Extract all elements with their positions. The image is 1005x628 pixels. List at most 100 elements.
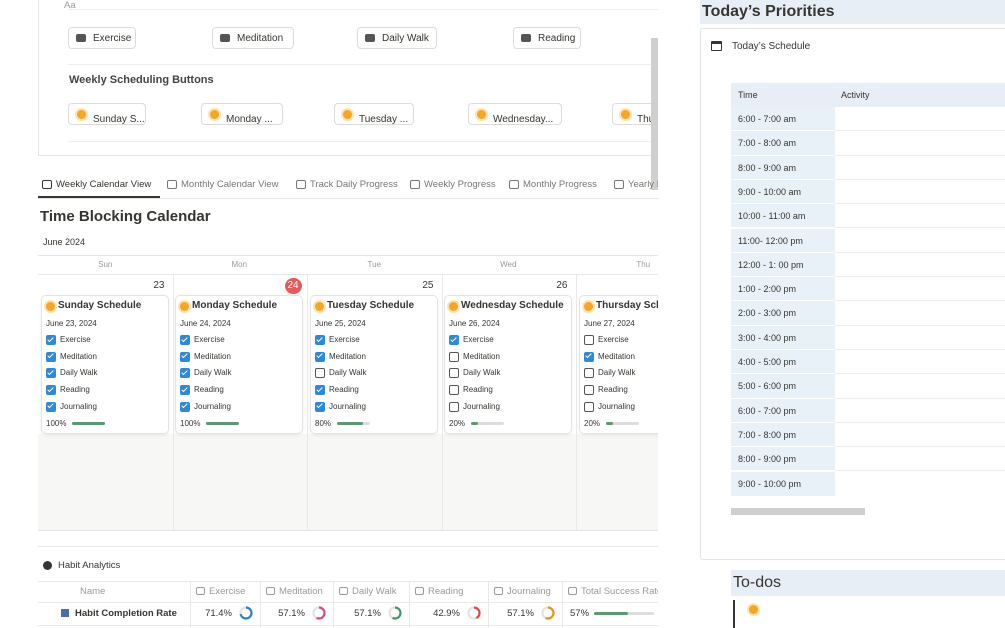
weekday: Thu <box>636 260 651 269</box>
checkbox[interactable] <box>315 351 325 362</box>
checkbox[interactable] <box>449 335 459 345</box>
checkbox[interactable] <box>584 335 594 345</box>
ring-svg <box>467 606 481 620</box>
schedule-button[interactable]: Tuesday ... <box>334 103 414 125</box>
checkbox[interactable] <box>584 351 594 362</box>
icon <box>365 34 375 42</box>
schedule-card[interactable]: Monday Schedule June 24, 2024 Exercise Medi… <box>176 296 302 433</box>
checkbox[interactable] <box>449 351 459 362</box>
checkbox[interactable] <box>46 401 56 412</box>
tab-icon <box>167 180 177 189</box>
habit-button[interactable]: Daily Walk <box>357 27 437 49</box>
tab[interactable]: Track Daily Progress <box>296 179 398 190</box>
time-cell <box>731 325 835 350</box>
button-label: Exercise <box>93 33 132 44</box>
date-number: 23 <box>153 280 165 291</box>
checkmark <box>180 368 188 376</box>
time-label: 10:00 - 11:00 am <box>738 211 806 222</box>
checkbox-label: Exercise <box>194 335 225 344</box>
sun-icon <box>449 302 458 311</box>
tab[interactable]: Weekly Progress <box>410 179 496 190</box>
tab[interactable]: Weekly Calendar View <box>42 179 151 190</box>
tab-icon <box>410 180 420 189</box>
sun-icon <box>343 110 352 119</box>
habit-button[interactable]: Exercise <box>68 27 136 49</box>
ring-arc <box>467 606 481 620</box>
header-label: Exercise <box>209 586 246 597</box>
schedule-card[interactable]: Wednesday Schedule June 26, 2024 Exercise M… <box>445 296 571 433</box>
checkbox[interactable] <box>584 385 594 396</box>
checkbox[interactable] <box>46 351 56 362</box>
analytics-title: Habit Analytics <box>58 560 121 571</box>
checkmark <box>180 352 188 359</box>
activity-cell <box>835 277 1005 302</box>
activity-cell <box>835 423 1005 448</box>
time-label: 4:00 - 5:00 pm <box>738 357 797 367</box>
checkbox[interactable] <box>180 351 190 362</box>
checkbox[interactable] <box>180 401 190 412</box>
col-divider <box>441 274 443 530</box>
date-number: 24 <box>284 278 302 294</box>
sun-icon <box>621 110 630 119</box>
checkbox[interactable] <box>46 368 56 379</box>
checkbox[interactable] <box>46 385 56 396</box>
activity-cell <box>835 180 1005 205</box>
habit-button[interactable]: Reading <box>513 27 581 49</box>
schedule-title: Today’s Schedule <box>732 41 811 52</box>
schedule-card[interactable]: Sunday Schedule June 23, 2024 Exercise Medi… <box>42 296 168 433</box>
checkbox[interactable] <box>180 335 190 345</box>
tab-underline <box>38 196 160 198</box>
divider <box>68 9 658 10</box>
checkbox[interactable] <box>315 335 325 345</box>
progress-bar <box>72 422 105 425</box>
divider <box>38 274 658 275</box>
schedule-button[interactable]: Sunday S... <box>68 103 146 125</box>
habit-button[interactable]: Meditation <box>212 27 294 49</box>
tab-label: Monthly Calendar View <box>181 179 279 190</box>
progress-label: 100% <box>46 419 67 428</box>
checkbox[interactable] <box>315 401 325 412</box>
time-label: 1:00 - 2:00 pm <box>738 284 797 295</box>
activity-cell <box>835 253 1005 278</box>
weekday: Wed <box>500 260 517 269</box>
schedule-card[interactable]: Thursday Schedule June 27, 2024 Exercise Me… <box>580 296 658 433</box>
checkbox[interactable] <box>315 368 325 379</box>
checkmark <box>315 385 323 392</box>
checkbox[interactable] <box>449 385 459 396</box>
rate-ring <box>466 605 482 621</box>
checkbox-label: Reading <box>194 385 224 395</box>
card-title: Wednesday Schedule <box>461 300 564 311</box>
section-title: Weekly Scheduling Buttons <box>69 74 214 86</box>
checkbox[interactable] <box>584 401 594 412</box>
activity-cell <box>835 326 1005 350</box>
checkbox[interactable] <box>449 368 459 379</box>
time-cell <box>731 398 835 423</box>
tab[interactable]: Monthly Calendar View <box>167 179 279 190</box>
button-label: Reading <box>538 33 576 44</box>
schedule-card[interactable]: Tuesday Schedule June 25, 2024 Exercise Med… <box>311 296 437 433</box>
checkmark <box>46 368 54 376</box>
time-cell <box>731 155 835 180</box>
schedule-button[interactable]: Monday ... <box>201 103 283 125</box>
checkbox[interactable] <box>449 401 459 412</box>
checkbox[interactable] <box>584 368 594 379</box>
header-icon <box>568 587 577 595</box>
checkbox[interactable] <box>315 385 325 396</box>
activity-cell <box>835 229 1005 253</box>
time-label: 6:00 - 7:00 pm <box>738 405 797 416</box>
schedule-button[interactable]: Thursday ... <box>612 103 658 125</box>
time-cell <box>731 107 835 132</box>
button-label: Tuesday ... <box>359 114 409 125</box>
checkbox[interactable] <box>180 368 190 379</box>
checkmark <box>46 402 54 409</box>
checkbox[interactable] <box>180 385 190 396</box>
tab[interactable]: Yearly Progress <box>614 179 658 190</box>
schedule-button[interactable]: Wednesday... <box>468 103 562 125</box>
column-header: Meditation <box>266 586 323 597</box>
tab-icon <box>614 180 624 189</box>
card-title: Sunday Schedule <box>58 300 142 311</box>
col-divider <box>488 581 489 628</box>
checkbox[interactable] <box>46 335 56 345</box>
tab[interactable]: Monthly Progress <box>509 179 597 190</box>
checkbox-label: Daily Walk <box>598 368 636 378</box>
